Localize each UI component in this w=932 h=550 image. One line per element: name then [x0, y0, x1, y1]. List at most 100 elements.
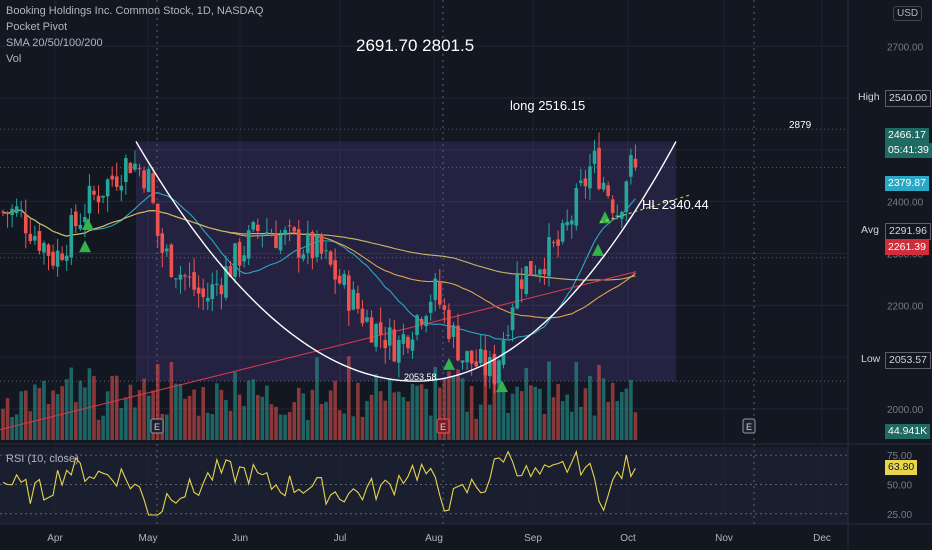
rsi-tick-label: 75.00: [887, 451, 912, 462]
volume-bar: [19, 391, 23, 440]
avg-label: Avg: [858, 223, 882, 238]
candle-body: [74, 211, 78, 227]
volume-bar: [433, 367, 438, 440]
candle-body: [165, 248, 169, 252]
month-tick-label: Aug: [425, 533, 443, 544]
volume-bar: [224, 399, 228, 440]
earnings-marker[interactable]: E: [742, 418, 756, 434]
earnings-letter: E: [746, 422, 752, 432]
candle-body: [560, 223, 565, 242]
cup-pattern-shading: [136, 141, 676, 382]
currency-badge[interactable]: USD: [893, 6, 923, 21]
volume-bar: [5, 398, 10, 440]
volume-bar: [360, 416, 365, 440]
indicator-rsi[interactable]: RSI (10, close): [6, 453, 79, 465]
rsi-pane-background: [0, 447, 848, 524]
candle-body: [33, 236, 37, 241]
candle-body: [347, 275, 351, 311]
candle-body: [306, 233, 310, 254]
volume-bar: [510, 393, 515, 440]
sma-value-tag: 2379.87: [885, 176, 929, 191]
earnings-marker[interactable]: E: [436, 418, 450, 434]
volume-bar: [438, 387, 442, 440]
volume-bar: [219, 389, 224, 440]
volume-bar: [83, 387, 87, 440]
volume-bar: [392, 392, 397, 440]
indicator-pocket-pivot[interactable]: Pocket Pivot: [6, 21, 68, 33]
indicator-volume[interactable]: Vol: [6, 53, 22, 65]
volume-bar: [515, 386, 519, 440]
candle-body: [10, 208, 14, 216]
candle-body: [510, 307, 515, 331]
candle-body: [342, 273, 347, 285]
candle-body: [383, 339, 387, 349]
volume-bar: [228, 410, 233, 440]
candle-body: [69, 215, 74, 258]
volume-bar: [574, 362, 579, 440]
volume-bar: [192, 389, 196, 440]
rsi-line: [2, 449, 636, 516]
candle-body: [433, 278, 438, 300]
volume-bar: [492, 361, 497, 440]
candle-body: [533, 274, 538, 276]
high-value: 2540.00: [885, 90, 931, 107]
volume-bar: [119, 408, 124, 440]
price-tick-label: 2000.00: [887, 405, 924, 416]
candle-body: [624, 181, 629, 213]
volume-bar: [110, 376, 114, 440]
candle-body: [447, 309, 451, 339]
volume-bar: [333, 380, 337, 440]
volume-bar: [251, 379, 256, 440]
candle-body: [488, 356, 492, 377]
volume-bar: [365, 401, 369, 440]
candle-body: [119, 185, 124, 191]
volume-bar: [133, 407, 137, 440]
candle-body: [14, 206, 19, 214]
candle-body: [406, 336, 410, 349]
volume-bar: [465, 411, 469, 440]
candle-body: [506, 334, 510, 336]
candle-body: [524, 266, 529, 294]
cup-low-text: 2053.58: [404, 372, 437, 382]
volume-bar: [319, 403, 324, 440]
candle-body: [19, 209, 23, 211]
candle-body: [529, 261, 533, 276]
candle-body: [160, 233, 165, 253]
candle-body: [205, 297, 210, 302]
candle-body: [365, 317, 369, 322]
candle-body: [64, 255, 69, 261]
volume-bar: [28, 411, 33, 440]
month-tick-label: Apr: [47, 533, 63, 544]
volume-bar: [42, 380, 46, 440]
candle-body: [246, 230, 251, 259]
volume-bar: [424, 388, 428, 440]
month-tick-label: Dec: [813, 533, 831, 544]
candle-body: [237, 241, 242, 266]
candle-body: [574, 188, 579, 226]
candle-body: [201, 288, 205, 298]
volume-bar: [428, 415, 433, 440]
candle-body: [387, 327, 392, 346]
volume-bar: [46, 404, 51, 440]
rsi-tick-label: 50.00: [887, 481, 912, 492]
volume-bar: [369, 394, 374, 440]
higher-low-text: HL 2340.44: [642, 197, 709, 212]
volume-bar: [342, 413, 347, 440]
volume-bar: [260, 396, 265, 440]
candle-body: [315, 235, 319, 258]
volume-bar: [560, 401, 565, 440]
earnings-marker[interactable]: E: [150, 418, 164, 434]
candle-body: [269, 235, 274, 237]
volume-bar: [565, 394, 569, 440]
indicator-sma[interactable]: SMA 20/50/100/200: [6, 37, 103, 49]
volume-bar: [151, 390, 155, 440]
candle-body: [296, 229, 301, 258]
candle-body: [128, 162, 133, 174]
volume-bar: [246, 380, 251, 440]
candle-body: [60, 253, 64, 260]
volume-bar: [178, 383, 183, 440]
candle-body: [328, 251, 333, 265]
volume-bar: [610, 382, 615, 440]
